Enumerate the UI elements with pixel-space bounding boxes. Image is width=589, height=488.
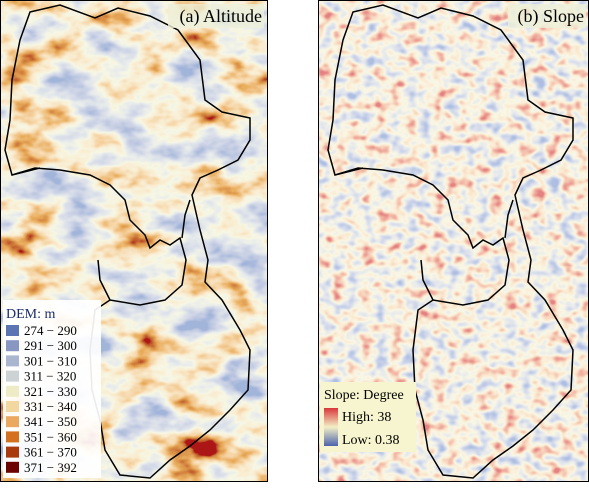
legend-label: 311 − 320	[24, 369, 76, 384]
legend-swatch	[6, 370, 19, 382]
frame	[0, 0, 268, 482]
legend-swatch	[6, 340, 19, 352]
legend-swatch	[6, 325, 19, 336]
panel-title: (a) Altitude	[180, 6, 262, 27]
legend-swatch	[6, 461, 19, 473]
legend-bg	[3, 300, 101, 478]
legend-swatch	[6, 446, 19, 458]
legend-low: Low: 0.38	[342, 433, 400, 448]
legend-high: High: 38	[342, 410, 391, 425]
panel-slope: (b) Slope Slope: Degree High: 38 Low: 0.…	[318, 0, 589, 482]
legend-swatch	[6, 355, 19, 367]
legend-title: Slope: Degree	[324, 388, 404, 403]
legend-label: 341 − 350	[24, 414, 77, 429]
title-bg	[168, 4, 264, 28]
legend-label: 351 − 360	[24, 429, 77, 444]
legend-label: 331 − 340	[24, 399, 77, 414]
legend-label: 361 − 370	[24, 445, 77, 460]
legend-ramp	[324, 408, 338, 446]
legend-title: DEM: m	[6, 307, 56, 322]
legend-label: 301 − 310	[24, 353, 77, 368]
legend-label: 291 − 300	[24, 338, 77, 353]
panel-title: (b) Slope	[518, 6, 585, 27]
legend-swatch	[6, 385, 19, 397]
legend-label: 321 − 330	[24, 384, 77, 399]
legend-swatch	[6, 431, 19, 443]
legend-label: 274 − 290	[24, 323, 77, 338]
legend-swatch	[6, 416, 19, 428]
legend-label: 371 − 392	[24, 460, 77, 475]
legend-swatch	[6, 401, 19, 412]
title-bg	[508, 4, 586, 28]
